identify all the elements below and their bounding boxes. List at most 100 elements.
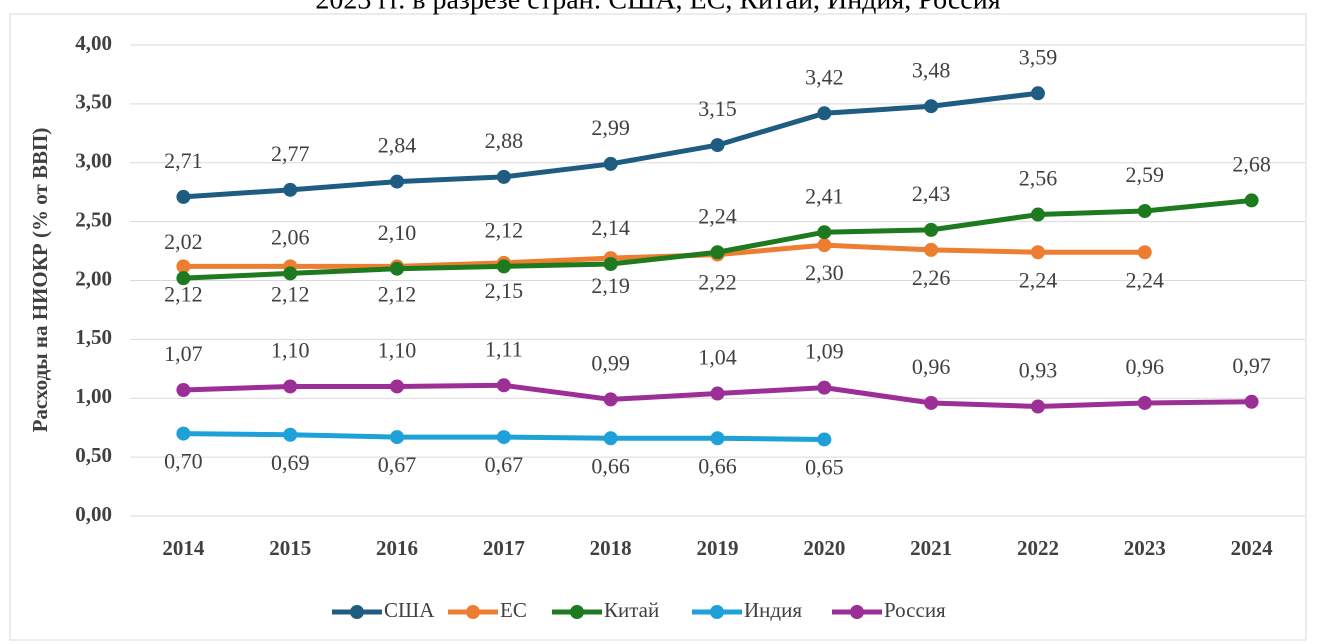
- y-tick-label: 3,50: [75, 90, 112, 114]
- data-label: 0,96: [912, 354, 951, 379]
- data-label: 2,06: [271, 224, 310, 249]
- data-label: 3,59: [1019, 44, 1058, 69]
- data-label: 2,14: [591, 215, 630, 240]
- data-point: [924, 395, 939, 410]
- legend-label: США: [384, 598, 435, 622]
- data-point: [924, 99, 939, 114]
- x-tick-label: 2021: [910, 536, 952, 560]
- x-tick-label: 2019: [697, 536, 739, 560]
- data-point: [1030, 86, 1045, 101]
- data-point: [496, 430, 511, 445]
- x-tick-label: 2023: [1124, 536, 1166, 560]
- data-point: [817, 432, 832, 447]
- y-tick-label: 2,00: [75, 266, 112, 290]
- data-label: 2,68: [1232, 151, 1271, 176]
- data-point: [710, 138, 725, 153]
- data-point: [817, 238, 832, 253]
- data-point: [390, 261, 405, 276]
- data-point: [176, 271, 191, 286]
- data-point: [283, 379, 298, 394]
- data-point: [710, 245, 725, 260]
- data-point: [283, 427, 298, 442]
- chart-title: 2023 гг. в разрезе стран: США, ЕС, Китай…: [315, 0, 1000, 15]
- data-point: [496, 378, 511, 393]
- legend-label: ЕС: [500, 598, 527, 622]
- legend-label: Россия: [884, 598, 946, 622]
- data-label: 2,19: [591, 273, 630, 298]
- data-point: [817, 225, 832, 240]
- data-label: 1,09: [805, 339, 844, 364]
- data-label: 0,97: [1232, 353, 1271, 378]
- data-label: 2,24: [698, 203, 737, 228]
- data-label: 2,02: [164, 229, 203, 254]
- data-label: 2,15: [485, 278, 524, 303]
- data-label: 2,41: [805, 183, 844, 208]
- data-point: [1030, 245, 1045, 260]
- data-label: 0,67: [378, 452, 417, 477]
- data-label: 0,69: [271, 450, 310, 475]
- data-point: [176, 259, 191, 274]
- data-point: [176, 426, 191, 441]
- data-point: [710, 386, 725, 401]
- data-point: [390, 379, 405, 394]
- data-label: 2,30: [805, 260, 844, 285]
- y-tick-label: 4,00: [75, 31, 112, 55]
- data-label: 2,12: [485, 217, 524, 242]
- data-label: 2,12: [378, 281, 417, 306]
- data-label: 2,88: [485, 128, 524, 153]
- data-label: 3,15: [698, 96, 737, 121]
- data-label: 1,11: [485, 336, 523, 361]
- data-point: [603, 156, 618, 171]
- data-label: 3,42: [805, 64, 844, 89]
- data-point: [603, 392, 618, 407]
- x-tick-label: 2015: [269, 536, 311, 560]
- data-point: [496, 259, 511, 274]
- data-label: 0,67: [485, 452, 524, 477]
- legend-marker: [466, 605, 480, 619]
- legend-marker: [350, 605, 364, 619]
- x-tick-label: 2017: [483, 536, 525, 560]
- data-point: [283, 266, 298, 281]
- x-tick-label: 2018: [590, 536, 632, 560]
- x-tick-label: 2014: [162, 536, 205, 560]
- y-tick-label: 3,00: [75, 149, 112, 173]
- data-label: 1,07: [164, 341, 203, 366]
- y-tick-label: 1,50: [75, 325, 112, 349]
- data-point: [603, 431, 618, 446]
- data-label: 2,24: [1126, 267, 1165, 292]
- data-label: 2,10: [378, 220, 417, 245]
- data-point: [1030, 207, 1045, 222]
- data-point: [283, 182, 298, 197]
- data-point: [924, 242, 939, 257]
- data-label: 2,99: [591, 115, 630, 140]
- data-point: [1030, 399, 1045, 414]
- x-tick-label: 2024: [1231, 536, 1274, 560]
- legend-marker: [850, 605, 864, 619]
- data-label: 0,70: [164, 449, 203, 474]
- data-point: [496, 169, 511, 184]
- y-tick-label: 2,50: [75, 207, 112, 231]
- data-point: [1137, 204, 1152, 219]
- legend-label: Индия: [744, 598, 802, 622]
- y-tick-label: 0,50: [75, 443, 112, 467]
- data-label: 0,99: [591, 350, 630, 375]
- data-label: 1,10: [378, 338, 417, 363]
- data-label: 2,59: [1126, 162, 1165, 187]
- legend-label: Китай: [604, 598, 659, 622]
- data-label: 2,77: [271, 141, 310, 166]
- chart-frame: [9, 13, 1307, 641]
- data-point: [1137, 395, 1152, 410]
- data-point: [817, 380, 832, 395]
- data-label: 2,71: [164, 148, 203, 173]
- data-label: 1,04: [698, 345, 737, 370]
- data-label: 1,10: [271, 338, 310, 363]
- data-label: 3,48: [912, 57, 951, 82]
- data-label: 0,96: [1126, 354, 1165, 379]
- data-label: 2,43: [912, 181, 951, 206]
- y-axis-title: Расходы на НИОКР (% от ВВП): [28, 128, 52, 433]
- x-tick-label: 2020: [803, 536, 845, 560]
- data-point: [1244, 193, 1259, 208]
- y-tick-label: 0,00: [75, 502, 112, 526]
- y-tick-label: 1,00: [75, 384, 112, 408]
